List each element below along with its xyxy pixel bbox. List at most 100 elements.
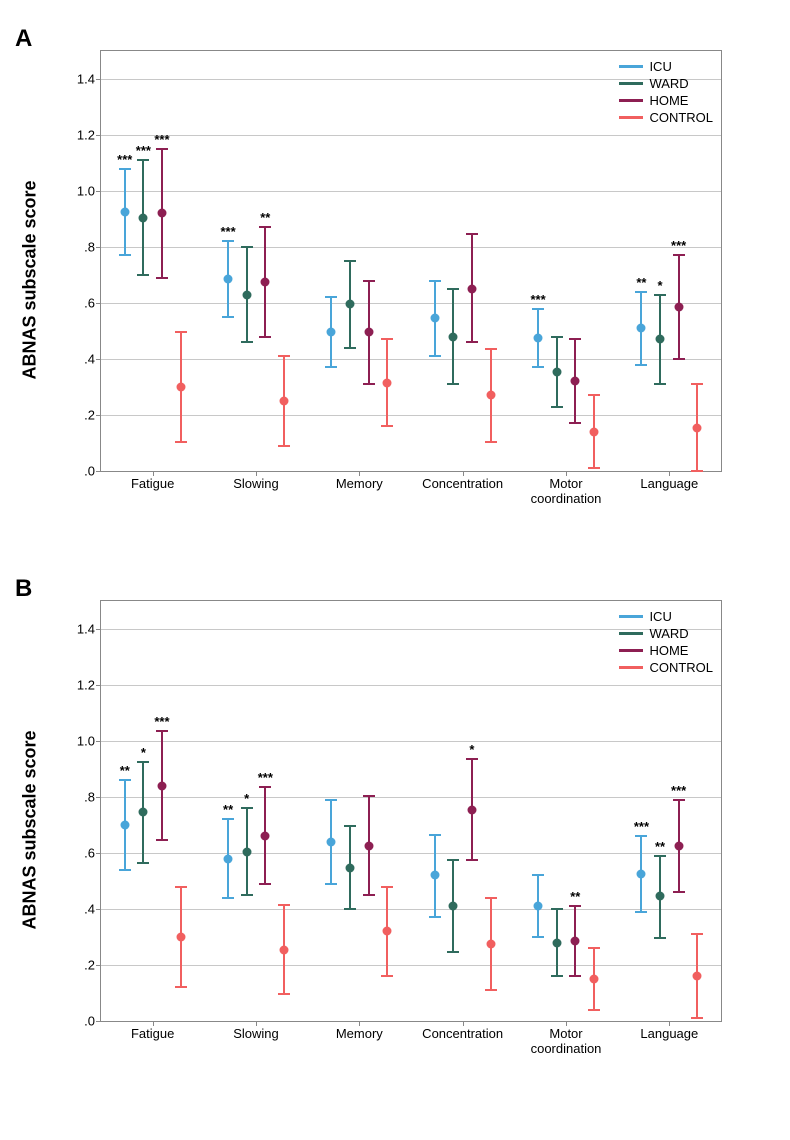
- legend-swatch: [619, 632, 643, 635]
- ytick-label: .4: [84, 902, 101, 917]
- error-cap: [654, 383, 666, 385]
- error-cap: [156, 730, 168, 732]
- significance-label: ***: [117, 152, 132, 167]
- error-cap: [344, 908, 356, 910]
- y-axis-label: ABNAS subscale score: [20, 730, 41, 929]
- error-cap: [241, 807, 253, 809]
- ytick-label: 1.4: [77, 72, 101, 87]
- data-point: [157, 781, 166, 790]
- error-cap: [259, 336, 271, 338]
- error-cap: [466, 758, 478, 760]
- significance-label: ***: [221, 224, 236, 239]
- error-cap: [429, 834, 441, 836]
- significance-label: **: [223, 802, 233, 817]
- gridline: [101, 965, 721, 966]
- legend-label: ICU: [649, 59, 671, 74]
- error-cap: [532, 936, 544, 938]
- data-point: [693, 972, 702, 981]
- error-cap: [691, 470, 703, 472]
- xtick-label: Slowing: [233, 1021, 279, 1042]
- legend-item: ICU: [619, 609, 713, 624]
- significance-label: ***: [154, 714, 169, 729]
- data-point: [589, 427, 598, 436]
- error-cap: [635, 364, 647, 366]
- error-cap: [673, 254, 685, 256]
- xtick-label: Language: [640, 471, 698, 492]
- ytick-label: .0: [84, 464, 101, 479]
- error-cap: [119, 168, 131, 170]
- legend-label: HOME: [649, 643, 688, 658]
- error-cap: [466, 859, 478, 861]
- plot-area: .0.2.4.6.81.01.21.4FatigueSlowingMemoryC…: [100, 50, 722, 472]
- error-cap: [259, 786, 271, 788]
- significance-label: *: [244, 791, 249, 806]
- data-point: [552, 938, 561, 947]
- error-cap: [485, 989, 497, 991]
- legend-item: WARD: [619, 76, 713, 91]
- data-point: [242, 847, 251, 856]
- error-cap: [654, 937, 666, 939]
- error-cap: [325, 799, 337, 801]
- ytick-label: .8: [84, 790, 101, 805]
- significance-label: *: [469, 742, 474, 757]
- error-cap: [654, 294, 666, 296]
- legend-label: HOME: [649, 93, 688, 108]
- data-point: [139, 808, 148, 817]
- error-cap: [381, 886, 393, 888]
- panel-A: AABNAS subscale score.0.2.4.6.81.01.21.4…: [10, 20, 760, 540]
- data-point: [656, 892, 665, 901]
- error-cap: [156, 277, 168, 279]
- xtick-label: Concentration: [422, 1021, 503, 1042]
- significance-label: **: [636, 275, 646, 290]
- error-cap: [175, 886, 187, 888]
- data-point: [346, 864, 355, 873]
- error-cap: [363, 383, 375, 385]
- legend: ICU WARD HOME CONTROL: [619, 59, 713, 127]
- error-cap: [278, 993, 290, 995]
- data-point: [364, 842, 373, 851]
- legend-item: CONTROL: [619, 110, 713, 125]
- significance-label: ***: [136, 143, 151, 158]
- xtick-label: Language: [640, 1021, 698, 1042]
- data-point: [449, 902, 458, 911]
- legend-label: CONTROL: [649, 110, 713, 125]
- legend-label: WARD: [649, 76, 688, 91]
- gridline: [101, 359, 721, 360]
- error-cap: [447, 383, 459, 385]
- error-cap: [429, 355, 441, 357]
- legend-item: ICU: [619, 59, 713, 74]
- error-cap: [325, 883, 337, 885]
- significance-label: ***: [671, 238, 686, 253]
- significance-label: **: [570, 889, 580, 904]
- error-cap: [691, 1017, 703, 1019]
- significance-label: ***: [154, 132, 169, 147]
- legend-item: HOME: [619, 93, 713, 108]
- error-cap: [175, 986, 187, 988]
- xtick-label: Fatigue: [131, 471, 174, 492]
- error-cap: [569, 422, 581, 424]
- error-cap: [259, 226, 271, 228]
- error-cap: [363, 795, 375, 797]
- significance-label: ***: [531, 292, 546, 307]
- data-point: [176, 933, 185, 942]
- error-cap: [381, 425, 393, 427]
- legend-item: HOME: [619, 643, 713, 658]
- error-cap: [137, 862, 149, 864]
- error-cap: [447, 859, 459, 861]
- data-point: [383, 927, 392, 936]
- ytick-label: 1.4: [77, 622, 101, 637]
- ytick-label: .2: [84, 958, 101, 973]
- data-point: [261, 278, 270, 287]
- error-cap: [344, 825, 356, 827]
- xtick-label: Memory: [336, 1021, 383, 1042]
- error-cap: [137, 159, 149, 161]
- error-cap: [241, 341, 253, 343]
- xtick-label: Slowing: [233, 471, 279, 492]
- gridline: [101, 247, 721, 248]
- legend-swatch: [619, 99, 643, 102]
- error-cap: [137, 761, 149, 763]
- data-point: [261, 832, 270, 841]
- data-point: [364, 328, 373, 337]
- xtick-label: Concentration: [422, 471, 503, 492]
- error-cap: [278, 445, 290, 447]
